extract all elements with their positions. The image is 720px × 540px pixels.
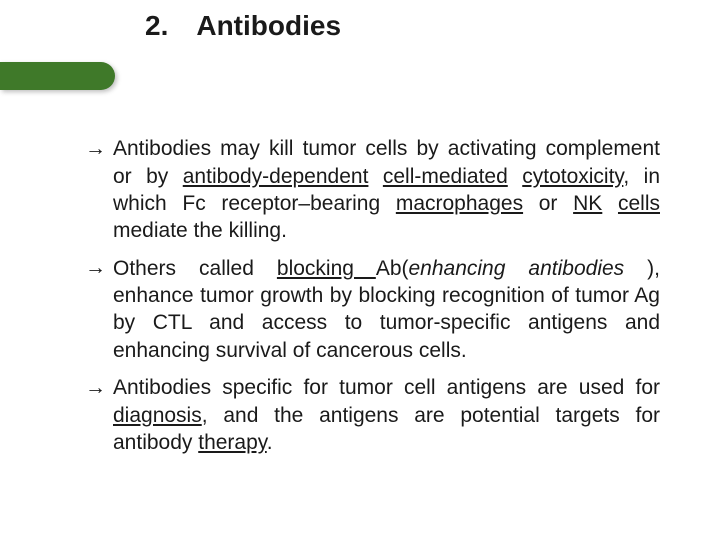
arrow-icon: →	[85, 374, 113, 401]
bullet-item: → Antibodies specific for tumor cell ant…	[85, 374, 660, 456]
arrow-icon: →	[85, 135, 113, 162]
title-text: Antibodies	[196, 10, 341, 42]
bullet-text: Antibodies may kill tumor cells by activ…	[85, 135, 660, 244]
bullet-item: → Others called blocking Ab(enhancing an…	[85, 254, 660, 363]
body-content: → Antibodies may kill tumor cells by act…	[85, 135, 660, 466]
arrow-icon: →	[85, 254, 113, 281]
bullet-text: Others called blocking Ab(enhancing anti…	[85, 255, 660, 364]
accent-bar	[0, 62, 115, 90]
bullet-item: → Antibodies may kill tumor cells by act…	[85, 135, 660, 244]
bullet-text: Antibodies specific for tumor cell antig…	[85, 374, 660, 456]
title-number: 2.	[145, 10, 168, 42]
slide-title: 2. Antibodies	[145, 10, 341, 42]
